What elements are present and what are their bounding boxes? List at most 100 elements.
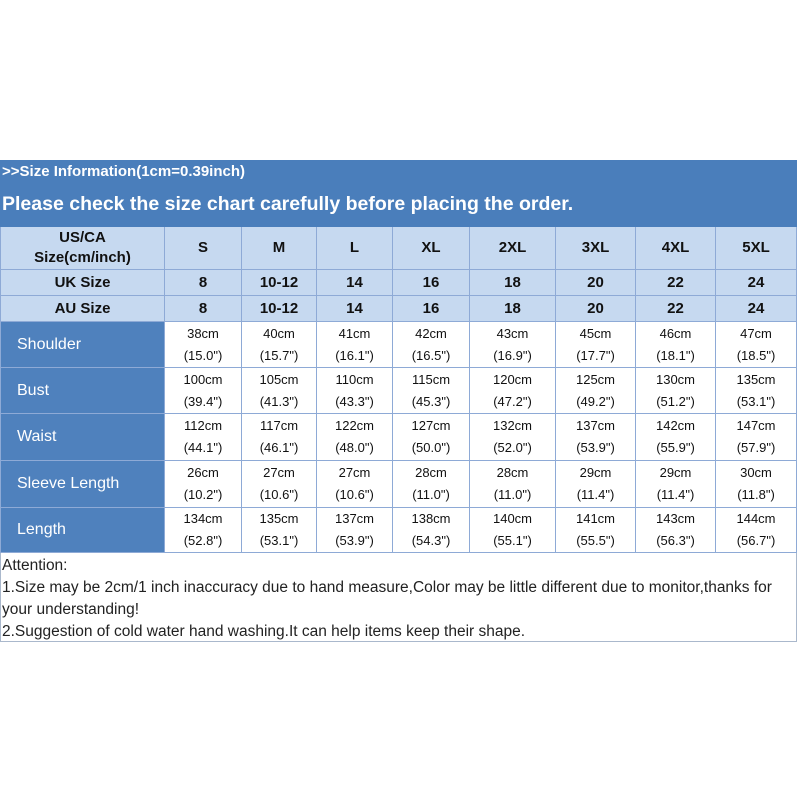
cm-value: 110cm <box>335 371 374 387</box>
cm-value: 135cm <box>736 371 776 387</box>
measure-cell: 120cm (47.2") <box>470 368 556 414</box>
size-cell: 3XL <box>556 227 636 270</box>
measure-cell: 127cm (50.0") <box>393 414 470 461</box>
size-cell: 24 <box>716 270 797 296</box>
inch-value: (55.5") <box>576 533 615 548</box>
size-cell: 20 <box>556 296 636 322</box>
cm-value: 144cm <box>736 511 776 526</box>
cm-value: 38cm <box>187 325 219 341</box>
inch-value: (10.6") <box>259 487 299 502</box>
inch-value: (46.1") <box>259 440 299 455</box>
inch-value: (55.9") <box>656 440 695 455</box>
cm-value: 46cm <box>659 325 692 341</box>
cm-value: 132cm <box>492 418 533 433</box>
cm-value: 120cm <box>492 371 533 387</box>
cm-value: 27cm <box>263 465 295 480</box>
cm-value: 112cm <box>183 418 223 433</box>
cm-value: 115cm <box>411 371 451 387</box>
measure-label: Sleeve Length <box>0 461 165 508</box>
cm-value: 42cm <box>415 325 447 341</box>
header-title: >>Size Information(1cm=0.39inch) <box>2 163 245 180</box>
inch-value: (18.1") <box>656 347 695 363</box>
inch-value: (16.1") <box>335 347 374 363</box>
measure-cell: 47cm (18.5") <box>716 322 797 368</box>
cm-value: 142cm <box>655 418 696 433</box>
cm-value: 117cm <box>259 418 299 433</box>
measure-cell: 135cm (53.1") <box>242 508 317 553</box>
measure-cell: 144cm (56.7") <box>716 508 797 553</box>
measure-cell: 142cm (55.9") <box>636 414 716 461</box>
inch-value: (52.0") <box>493 440 532 455</box>
cm-value: 47cm <box>740 325 772 341</box>
cm-value: 105cm <box>259 371 299 387</box>
cm-value: 43cm <box>496 325 529 341</box>
size-cell: 20 <box>556 270 636 296</box>
inch-value: (16.5") <box>411 347 451 363</box>
inch-value: (11.4") <box>576 487 615 502</box>
note-line: 1.Size may be 2cm/1 inch inaccuracy due … <box>2 579 772 618</box>
cm-value: 130cm <box>655 371 696 387</box>
inch-value: (47.2") <box>493 393 532 409</box>
cm-value: 29cm <box>579 465 612 480</box>
measure-cell: 137cm (53.9") <box>556 414 636 461</box>
size-cell: 22 <box>636 270 716 296</box>
size-cell: M <box>242 227 317 270</box>
inch-value: (43.3") <box>335 393 374 409</box>
cm-value: 137cm <box>575 418 616 433</box>
measure-cell: 26cm (10.2") <box>165 461 242 508</box>
cm-value: 125cm <box>575 371 616 387</box>
inch-value: (18.5") <box>736 347 776 363</box>
size-cell: 10-12 <box>242 296 317 322</box>
cm-value: 137cm <box>334 511 375 526</box>
inch-value: (55.1") <box>493 533 532 548</box>
inch-value: (10.6") <box>335 487 374 502</box>
measure-cell: 42cm (16.5") <box>393 322 470 368</box>
inch-value: (11.0") <box>493 487 532 502</box>
measure-cell: 141cm (55.5") <box>556 508 636 553</box>
inch-value: (53.1") <box>259 533 299 548</box>
inch-value: (49.2") <box>576 393 615 409</box>
size-cell: L <box>317 227 393 270</box>
inch-value: (16.9") <box>493 347 532 363</box>
inch-value: (41.3") <box>259 393 299 409</box>
inch-value: (53.1") <box>736 393 776 409</box>
size-cell: 8 <box>165 296 242 322</box>
size-cell: 4XL <box>636 227 716 270</box>
size-cell: 24 <box>716 296 797 322</box>
row-header: US/CA Size(cm/inch) <box>0 227 165 270</box>
cm-value: 134cm <box>183 511 223 526</box>
measure-cell: 30cm (11.8") <box>716 461 797 508</box>
measure-cell: 45cm (17.7") <box>556 322 636 368</box>
row-header-line: Size(cm/inch) <box>34 249 131 266</box>
inch-value: (52.8") <box>183 533 223 548</box>
size-cell: 16 <box>393 296 470 322</box>
measure-cell: 38cm (15.0") <box>165 322 242 368</box>
measure-cell: 43cm (16.9") <box>470 322 556 368</box>
measure-label: Bust <box>0 368 165 414</box>
inch-value: (54.3") <box>411 533 451 548</box>
measure-cell: 134cm (52.8") <box>165 508 242 553</box>
measure-cell: 28cm (11.0") <box>470 461 556 508</box>
measure-cell: 29cm (11.4") <box>556 461 636 508</box>
cm-value: 127cm <box>411 418 451 433</box>
size-cell: 18 <box>470 296 556 322</box>
row-header: UK Size <box>0 270 165 296</box>
measure-cell: 100cm (39.4") <box>165 368 242 414</box>
size-cell: 16 <box>393 270 470 296</box>
row-header-line: US/CA <box>59 229 106 246</box>
inch-value: (57.9") <box>736 440 776 455</box>
cm-value: 45cm <box>579 325 612 341</box>
cm-value: 138cm <box>411 511 451 526</box>
measure-cell: 41cm (16.1") <box>317 322 393 368</box>
notes: Attention: 1.Size may be 2cm/1 inch inacc… <box>0 553 797 642</box>
header-band: >>Size Information(1cm=0.39inch) Please … <box>0 160 797 227</box>
note-line: Attention: <box>2 557 68 574</box>
size-cell: 14 <box>317 270 393 296</box>
cm-value: 29cm <box>659 465 692 480</box>
measure-cell: 29cm (11.4") <box>636 461 716 508</box>
measure-cell: 46cm (18.1") <box>636 322 716 368</box>
row-header: AU Size <box>0 296 165 322</box>
size-cell: S <box>165 227 242 270</box>
cm-value: 26cm <box>187 465 219 480</box>
measure-label: Waist <box>0 414 165 461</box>
